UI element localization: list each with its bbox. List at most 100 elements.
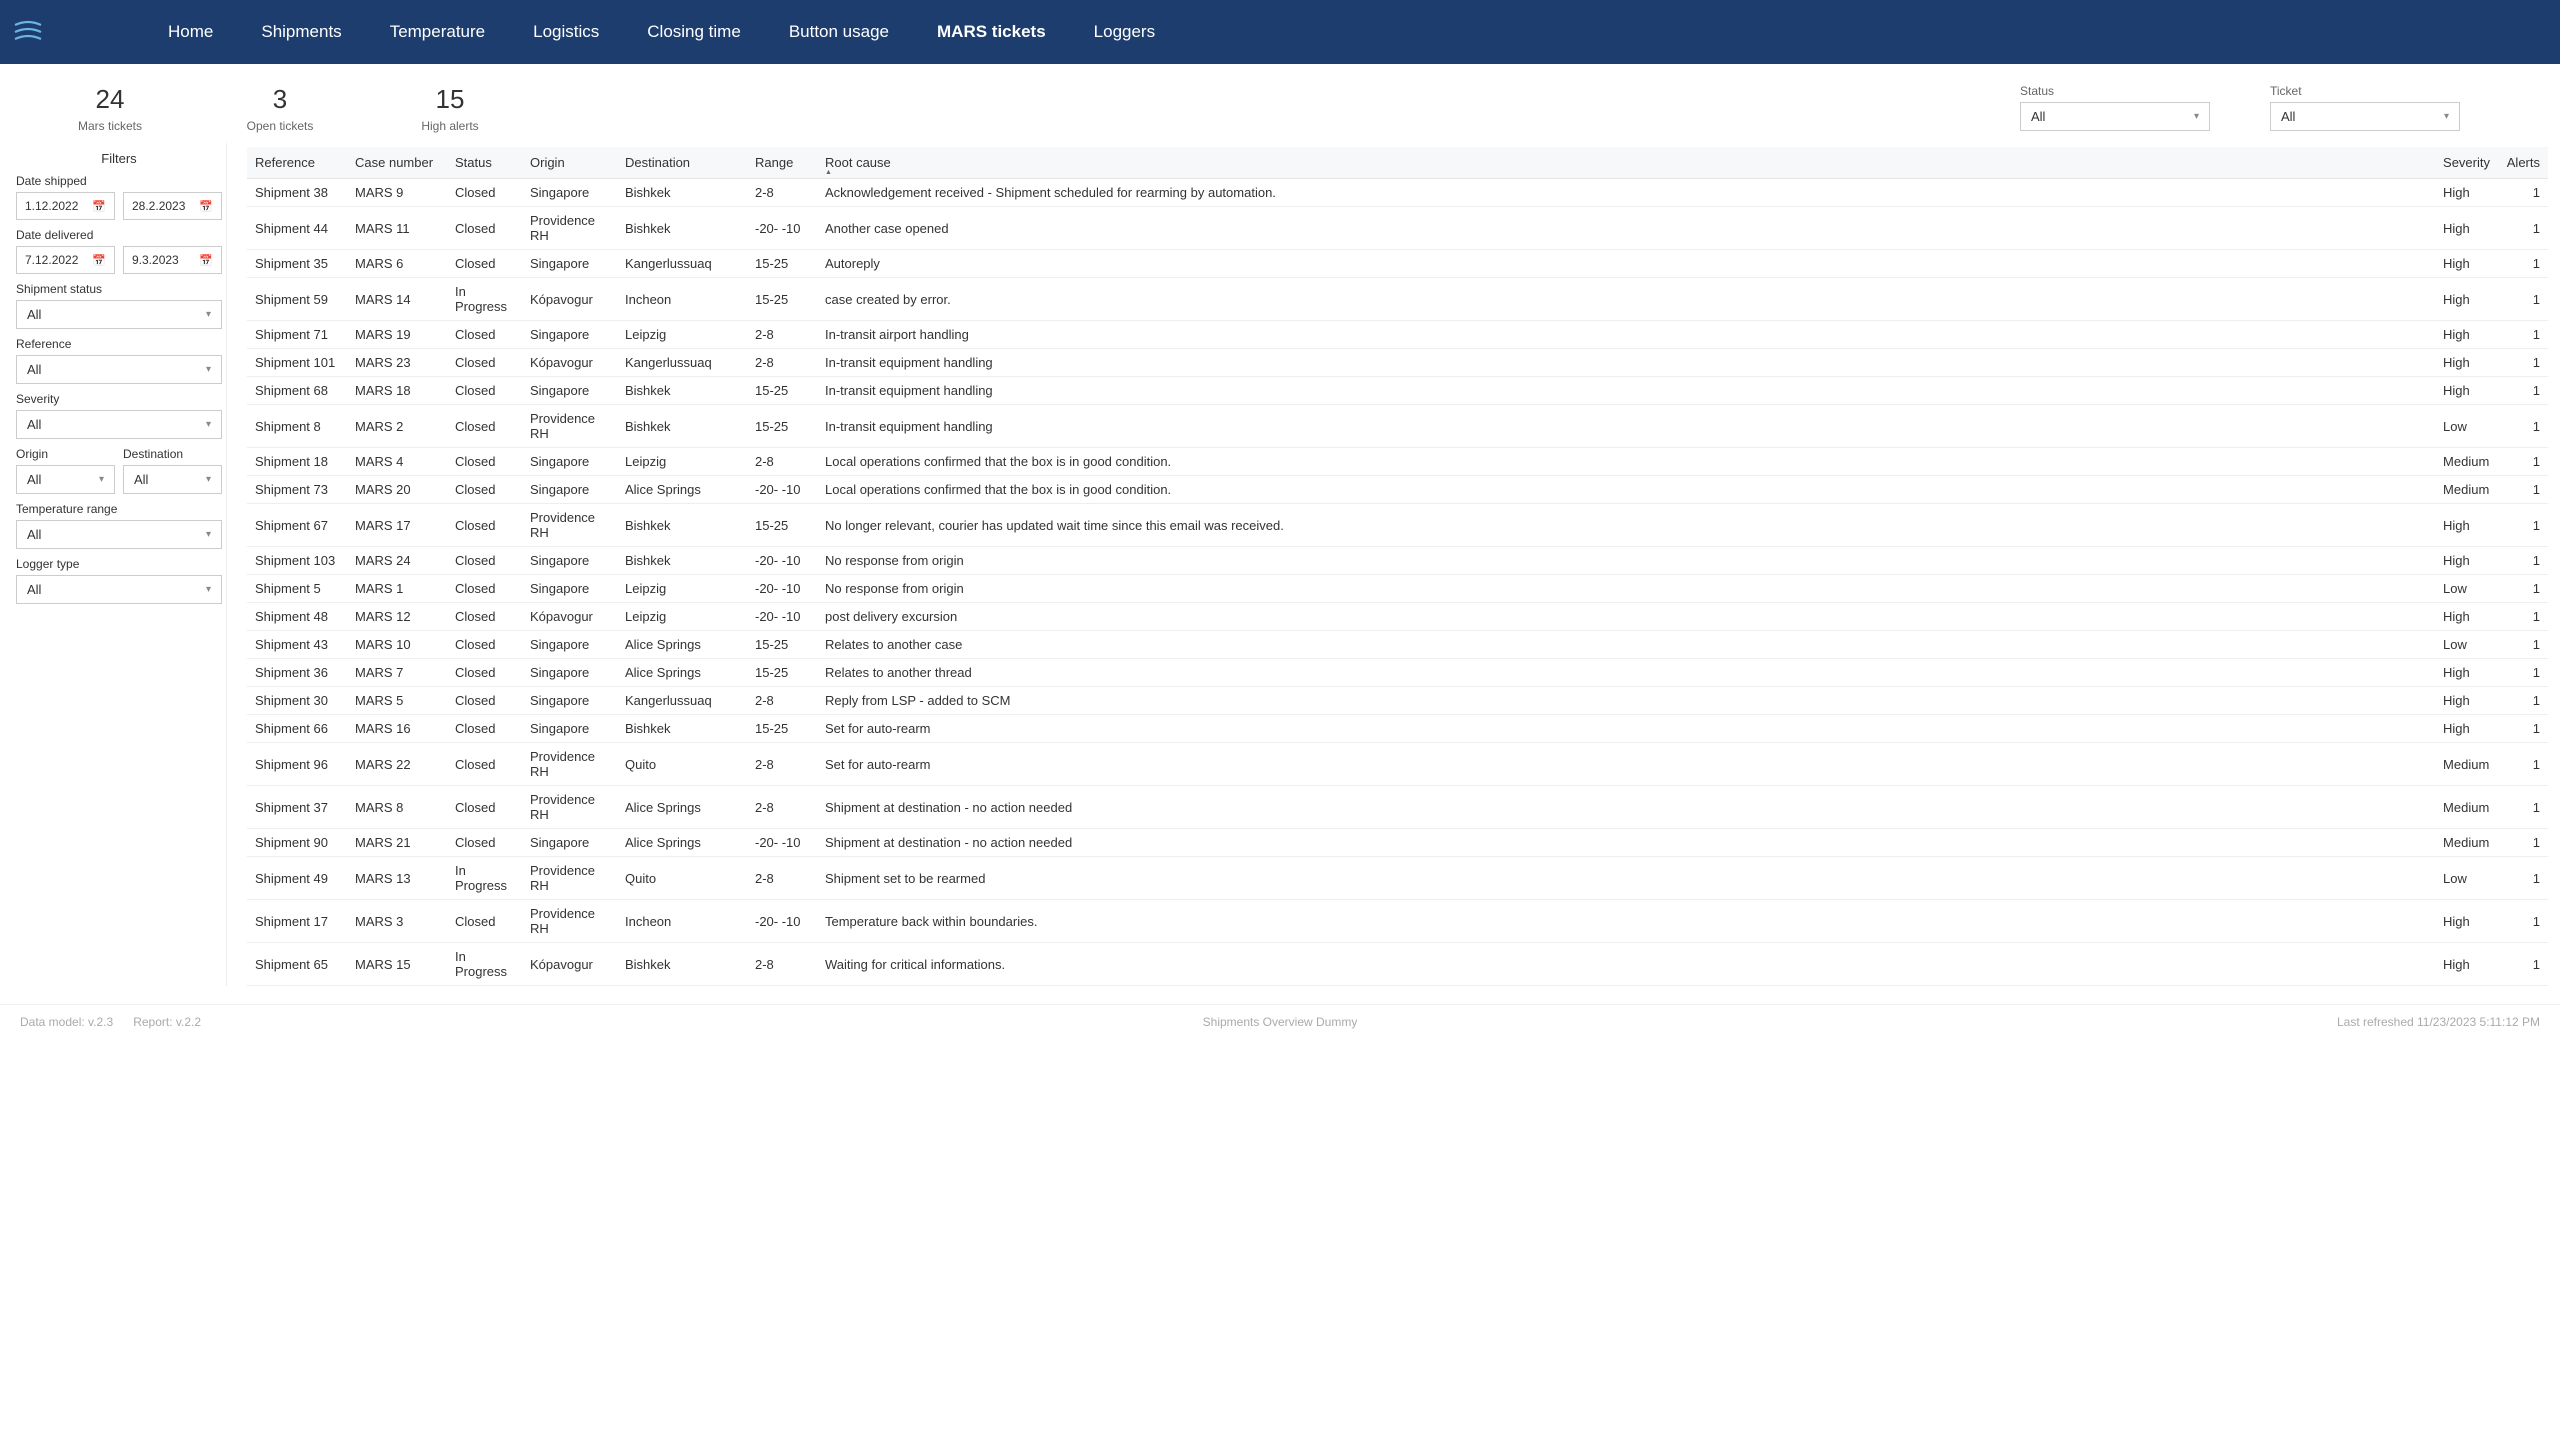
table-row[interactable]: Shipment 38MARS 9ClosedSingaporeBishkek2… (247, 179, 2548, 207)
temp-range-label: Temperature range (16, 502, 222, 516)
select-value: All (2281, 109, 2295, 124)
date-value: 7.12.2022 (25, 253, 78, 267)
nav-item-temperature[interactable]: Temperature (390, 22, 485, 42)
destination-select[interactable]: All ▾ (123, 465, 222, 494)
column-header-case-number[interactable]: Case number (347, 147, 447, 179)
date-shipped-from[interactable]: 1.12.2022 📅 (16, 192, 115, 220)
table-row[interactable]: Shipment 44MARS 11ClosedProvidence RHBis… (247, 207, 2548, 250)
table-cell: Closed (447, 250, 522, 278)
column-header-origin[interactable]: Origin (522, 147, 617, 179)
destination-label: Destination (123, 447, 222, 461)
table-cell: Alice Springs (617, 631, 747, 659)
table-cell: Singapore (522, 631, 617, 659)
column-header-severity[interactable]: Severity (2435, 147, 2498, 179)
table-cell: -20- -10 (747, 900, 817, 943)
table-cell: Alice Springs (617, 476, 747, 504)
table-row[interactable]: Shipment 65MARS 15In ProgressKópavogurBi… (247, 943, 2548, 986)
column-header-destination[interactable]: Destination (617, 147, 747, 179)
column-header-reference[interactable]: Reference (247, 147, 347, 179)
calendar-icon: 📅 (92, 200, 106, 213)
table-cell: MARS 13 (347, 857, 447, 900)
table-row[interactable]: Shipment 71MARS 19ClosedSingaporeLeipzig… (247, 321, 2548, 349)
table-cell: Closed (447, 504, 522, 547)
table-cell: High (2435, 659, 2498, 687)
column-header-status[interactable]: Status (447, 147, 522, 179)
table-cell: Reply from LSP - added to SCM (817, 687, 2435, 715)
table-row[interactable]: Shipment 90MARS 21ClosedSingaporeAlice S… (247, 829, 2548, 857)
table-cell: Singapore (522, 179, 617, 207)
table-row[interactable]: Shipment 8MARS 2ClosedProvidence RHBishk… (247, 405, 2548, 448)
date-delivered-from[interactable]: 7.12.2022 📅 (16, 246, 115, 274)
table-row[interactable]: Shipment 73MARS 20ClosedSingaporeAlice S… (247, 476, 2548, 504)
table-row[interactable]: Shipment 67MARS 17ClosedProvidence RHBis… (247, 504, 2548, 547)
date-shipped-to[interactable]: 28.2.2023 📅 (123, 192, 222, 220)
table-row[interactable]: Shipment 36MARS 7ClosedSingaporeAlice Sp… (247, 659, 2548, 687)
table-cell: Closed (447, 377, 522, 405)
table-row[interactable]: Shipment 48MARS 12ClosedKópavogurLeipzig… (247, 603, 2548, 631)
table-cell: 1 (2498, 321, 2548, 349)
table-cell: Providence RH (522, 405, 617, 448)
temp-range-select[interactable]: All ▾ (16, 520, 222, 549)
nav-item-button-usage[interactable]: Button usage (789, 22, 889, 42)
table-cell: 1 (2498, 278, 2548, 321)
chevron-down-icon: ▾ (206, 419, 211, 430)
table-cell: Shipment 96 (247, 743, 347, 786)
column-header-root-cause[interactable]: Root cause (817, 147, 2435, 179)
nav-item-closing-time[interactable]: Closing time (647, 22, 741, 42)
date-delivered-to[interactable]: 9.3.2023 📅 (123, 246, 222, 274)
table-row[interactable]: Shipment 103MARS 24ClosedSingaporeBishke… (247, 547, 2548, 575)
table-cell: Kópavogur (522, 603, 617, 631)
table-row[interactable]: Shipment 68MARS 18ClosedSingaporeBishkek… (247, 377, 2548, 405)
table-cell: No response from origin (817, 547, 2435, 575)
table-row[interactable]: Shipment 101MARS 23ClosedKópavogurKanger… (247, 349, 2548, 377)
table-cell: 2-8 (747, 448, 817, 476)
header: Home Shipments Temperature Logistics Closing… (0, 0, 2560, 64)
table-cell: Closed (447, 786, 522, 829)
table-row[interactable]: Shipment 49MARS 13In ProgressProvidence … (247, 857, 2548, 900)
nav-item-loggers[interactable]: Loggers (1094, 22, 1155, 42)
table-row[interactable]: Shipment 30MARS 5ClosedSingaporeKangerlu… (247, 687, 2548, 715)
status-select[interactable]: All ▾ (2020, 102, 2210, 131)
chevron-down-icon: ▾ (206, 584, 211, 595)
nav-item-logistics[interactable]: Logistics (533, 22, 599, 42)
table-cell: MARS 10 (347, 631, 447, 659)
table-cell: Another case opened (817, 207, 2435, 250)
table-cell: -20- -10 (747, 575, 817, 603)
ticket-select[interactable]: All ▾ (2270, 102, 2460, 131)
table-row[interactable]: Shipment 59MARS 14In ProgressKópavogurIn… (247, 278, 2548, 321)
severity-select[interactable]: All ▾ (16, 410, 222, 439)
origin-select[interactable]: All ▾ (16, 465, 115, 494)
summary-cards: 24 Mars tickets 3 Open tickets 15 High a… (0, 64, 2560, 143)
select-value: All (27, 527, 41, 542)
nav-item-home[interactable]: Home (168, 22, 213, 42)
table-cell: Leipzig (617, 448, 747, 476)
card-label: Mars tickets (60, 119, 160, 133)
chevron-down-icon: ▾ (2444, 111, 2449, 122)
table-cell: MARS 18 (347, 377, 447, 405)
table-row[interactable]: Shipment 5MARS 1ClosedSingaporeLeipzig-2… (247, 575, 2548, 603)
chevron-down-icon: ▾ (206, 529, 211, 540)
table-cell: MARS 1 (347, 575, 447, 603)
table-cell: Singapore (522, 250, 617, 278)
table-cell: Medium (2435, 829, 2498, 857)
chevron-down-icon: ▾ (99, 474, 104, 485)
table-row[interactable]: Shipment 66MARS 16ClosedSingaporeBishkek… (247, 715, 2548, 743)
table-row[interactable]: Shipment 35MARS 6ClosedSingaporeKangerlu… (247, 250, 2548, 278)
reference-select[interactable]: All ▾ (16, 355, 222, 384)
report-version: Report: v.2.2 (133, 1015, 201, 1029)
table-cell: Shipment 68 (247, 377, 347, 405)
table-row[interactable]: Shipment 37MARS 8ClosedProvidence RHAlic… (247, 786, 2548, 829)
nav-item-mars-tickets[interactable]: MARS tickets (937, 22, 1046, 42)
table-row[interactable]: Shipment 18MARS 4ClosedSingaporeLeipzig2… (247, 448, 2548, 476)
table-cell: Closed (447, 715, 522, 743)
table-cell: 15-25 (747, 659, 817, 687)
logger-type-select[interactable]: All ▾ (16, 575, 222, 604)
nav-item-shipments[interactable]: Shipments (261, 22, 341, 42)
table-row[interactable]: Shipment 17MARS 3ClosedProvidence RHInch… (247, 900, 2548, 943)
table-cell: Providence RH (522, 857, 617, 900)
shipment-status-select[interactable]: All ▾ (16, 300, 222, 329)
table-row[interactable]: Shipment 96MARS 22ClosedProvidence RHQui… (247, 743, 2548, 786)
column-header-range[interactable]: Range (747, 147, 817, 179)
column-header-alerts[interactable]: Alerts (2498, 147, 2548, 179)
table-row[interactable]: Shipment 43MARS 10ClosedSingaporeAlice S… (247, 631, 2548, 659)
